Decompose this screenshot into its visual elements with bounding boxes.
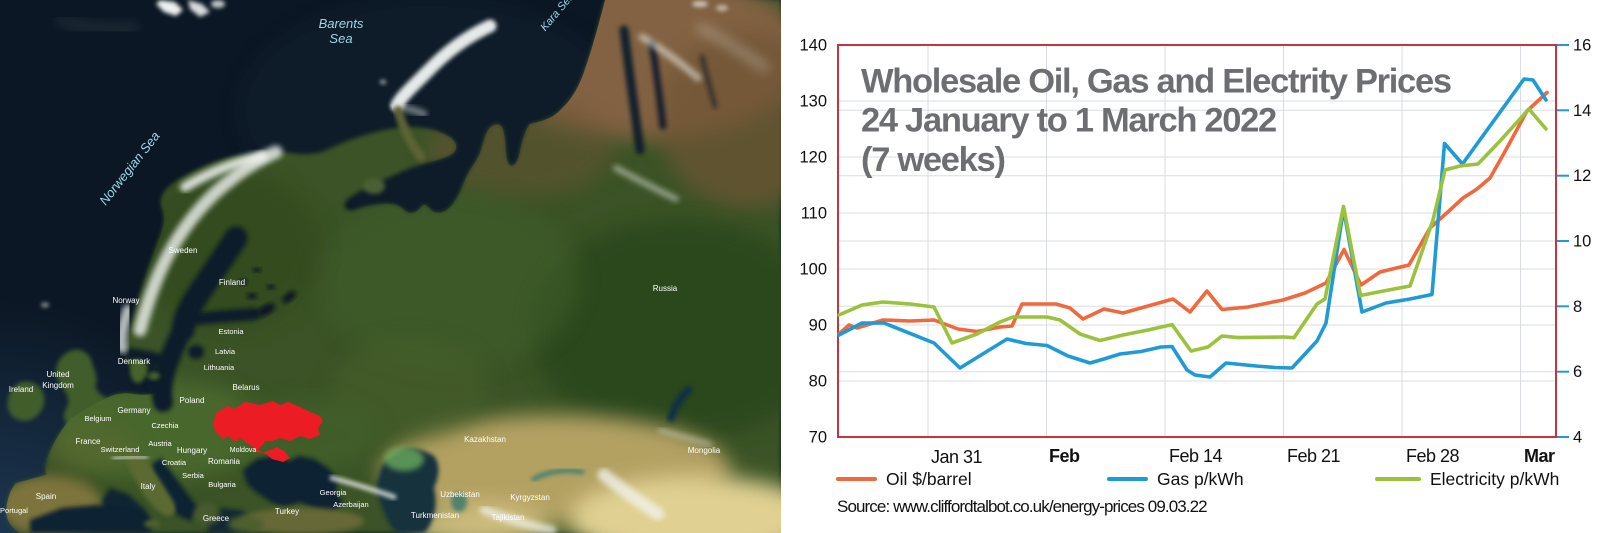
svg-text:Denmark: Denmark: [118, 357, 151, 366]
svg-text:110: 110: [801, 205, 827, 223]
svg-text:Mar: Mar: [1524, 446, 1555, 466]
svg-text:Kingdom: Kingdom: [42, 381, 74, 390]
svg-text:Moldova: Moldova: [230, 447, 257, 454]
svg-text:4: 4: [1573, 429, 1582, 447]
svg-text:Romania: Romania: [208, 457, 241, 466]
svg-text:Tajikistan: Tajikistan: [492, 513, 525, 522]
svg-text:Feb: Feb: [1049, 446, 1080, 466]
svg-text:90: 90: [809, 317, 827, 335]
svg-text:Ireland: Ireland: [9, 385, 33, 394]
svg-text:Uzbekistan: Uzbekistan: [440, 490, 480, 499]
svg-text:24 January to 1 March 2022: 24 January to 1 March 2022: [861, 102, 1276, 140]
svg-text:Barents: Barents: [319, 16, 364, 31]
svg-text:Sweden: Sweden: [169, 246, 198, 255]
svg-text:(7 weeks): (7 weeks): [861, 141, 1005, 179]
svg-text:Estonia: Estonia: [218, 327, 244, 336]
svg-text:Source: www.cliffordtalbot.co.: Source: www.cliffordtalbot.co.uk/energy-…: [837, 497, 1207, 516]
svg-text:Latvia: Latvia: [215, 347, 236, 356]
svg-text:Kyrgyzstan: Kyrgyzstan: [510, 493, 550, 502]
svg-text:130: 130: [799, 93, 827, 111]
svg-text:120: 120: [799, 149, 827, 167]
svg-text:Bulgaria: Bulgaria: [208, 480, 236, 489]
svg-text:Germany: Germany: [118, 406, 151, 415]
svg-text:Switzerland: Switzerland: [101, 445, 140, 454]
svg-text:Austria: Austria: [148, 439, 172, 448]
svg-text:Gas p/kWh: Gas p/kWh: [1157, 469, 1244, 489]
svg-text:Belarus: Belarus: [232, 383, 259, 392]
svg-text:14: 14: [1573, 102, 1591, 120]
svg-text:Wholesale Oil, Gas and Electri: Wholesale Oil, Gas and Electrity Prices: [861, 62, 1451, 100]
svg-text:Croatia: Croatia: [162, 458, 187, 467]
svg-text:140: 140: [799, 37, 827, 55]
svg-text:Feb 14: Feb 14: [1169, 446, 1223, 466]
svg-text:70: 70: [809, 429, 827, 447]
svg-text:6: 6: [1573, 363, 1582, 381]
svg-text:16: 16: [1573, 37, 1591, 55]
svg-text:Electricity p/kWh: Electricity p/kWh: [1430, 469, 1559, 489]
svg-text:Serbia: Serbia: [182, 471, 205, 480]
svg-text:Poland: Poland: [180, 396, 205, 405]
svg-text:Lithuania: Lithuania: [204, 363, 235, 372]
svg-text:100: 100: [799, 261, 827, 279]
svg-text:Czechia: Czechia: [151, 421, 179, 430]
svg-text:Sea: Sea: [329, 31, 352, 46]
svg-text:Norway: Norway: [112, 296, 139, 305]
svg-text:Italy: Italy: [141, 482, 156, 491]
svg-text:Portugal: Portugal: [0, 506, 28, 515]
svg-text:Hungary: Hungary: [177, 446, 207, 455]
svg-text:Russia: Russia: [653, 284, 678, 293]
svg-text:Kazakhstan: Kazakhstan: [464, 435, 506, 444]
svg-text:Jan 31: Jan 31: [931, 447, 983, 467]
svg-text:Georgia: Georgia: [320, 488, 348, 497]
svg-text:Feb 21: Feb 21: [1287, 446, 1341, 466]
svg-text:Feb 28: Feb 28: [1406, 446, 1460, 466]
svg-text:Greece: Greece: [203, 514, 230, 523]
svg-text:United: United: [46, 370, 69, 379]
svg-text:8: 8: [1573, 298, 1582, 316]
svg-text:Oil $/barrel: Oil $/barrel: [886, 469, 972, 489]
svg-text:Finland: Finland: [219, 278, 245, 287]
svg-text:Turkmenistan: Turkmenistan: [411, 511, 459, 520]
svg-text:Turkey: Turkey: [275, 507, 299, 516]
svg-text:Azerbaijan: Azerbaijan: [333, 500, 368, 509]
svg-text:80: 80: [809, 373, 827, 391]
svg-text:12: 12: [1573, 167, 1591, 185]
svg-text:Spain: Spain: [36, 492, 56, 501]
svg-text:Mongolia: Mongolia: [688, 446, 721, 455]
svg-text:France: France: [76, 437, 101, 446]
svg-text:10: 10: [1573, 233, 1591, 251]
svg-text:Belgium: Belgium: [84, 414, 111, 423]
